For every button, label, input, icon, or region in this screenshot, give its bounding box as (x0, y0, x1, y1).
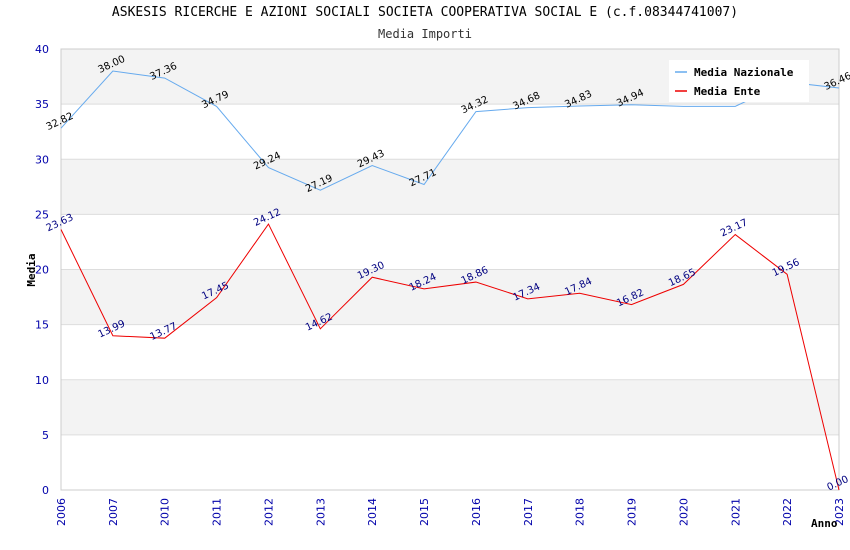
series-line (60, 223, 840, 491)
grid-band (61, 269, 839, 325)
x-tick-label: 2021 (729, 498, 742, 526)
series-line (60, 70, 840, 191)
x-tick-label: 2012 (262, 498, 275, 526)
x-tick-label: 2017 (522, 498, 535, 526)
legend-label: Media Ente (694, 85, 761, 98)
x-tick-label: 2018 (574, 498, 587, 526)
x-tick-label: 2013 (314, 498, 327, 526)
x-tick-label: 2011 (211, 498, 224, 526)
data-label: 32.82 (45, 111, 76, 133)
data-label: 0.00 (826, 474, 850, 493)
chart-title: ASKESIS RICERCHE E AZIONI SOCIALI SOCIET… (111, 5, 739, 20)
legend-box (669, 60, 809, 102)
plot-frame (60, 48, 840, 491)
grid-band (61, 379, 839, 435)
x-tick-label: 2006 (55, 498, 68, 526)
x-tick-label: 2019 (626, 498, 639, 526)
x-tick-label: 2010 (159, 498, 172, 526)
y-tick-label: 35 (35, 98, 49, 111)
x-tick-label: 2014 (366, 498, 379, 526)
x-tick-label: 2020 (677, 498, 690, 526)
y-tick-label: 40 (35, 43, 49, 56)
grid-band (61, 159, 839, 215)
x-tick-label: 2007 (107, 498, 120, 526)
y-tick-label: 5 (42, 429, 49, 442)
y-tick-label: 15 (35, 319, 49, 332)
legend-label: Media Nazionale (694, 66, 794, 79)
x-tick-label: 2015 (418, 498, 431, 526)
data-label: 23.63 (45, 212, 76, 234)
y-axis-label: Media (25, 253, 38, 286)
y-tick-label: 20 (35, 264, 49, 277)
y-tick-label: 30 (35, 153, 49, 166)
x-tick-label: 2016 (470, 498, 483, 526)
y-tick-label: 25 (35, 208, 49, 221)
x-tick-label: 2023 (833, 498, 846, 526)
y-tick-label: 0 (42, 484, 49, 497)
chart-subtitle: Media Importi (378, 27, 472, 41)
y-tick-label: 10 (35, 374, 49, 387)
x-tick-label: 2022 (781, 498, 794, 526)
x-axis-label: Anno (811, 517, 838, 530)
